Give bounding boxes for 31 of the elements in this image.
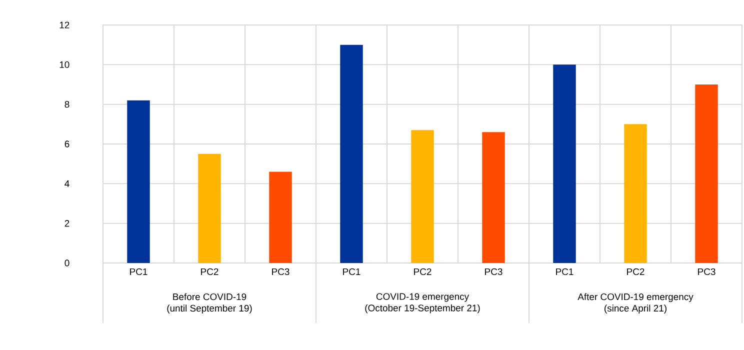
x-tick-label: PC2 [627, 268, 644, 276]
y-tick-label: 2 [64, 220, 70, 227]
y-tick-label: 4 [64, 180, 70, 187]
text: COVID-19 emergency [376, 293, 470, 302]
bar [340, 44, 363, 263]
bar [624, 124, 647, 263]
x-tick-label: PC3 [272, 268, 290, 276]
x-tick-label: PC1 [556, 268, 574, 276]
text: (since April 21) [604, 304, 666, 314]
x-tick-label: PC3 [698, 268, 716, 276]
text: After COVID-19 emergency [578, 293, 694, 302]
x-tick-label: PC2 [201, 268, 218, 276]
y-tick-label: 0 [64, 260, 70, 266]
y-tick-label: 8 [64, 100, 70, 108]
bar [695, 84, 718, 263]
text: (October 19-September 21) [365, 304, 480, 314]
bar [269, 172, 292, 263]
bar [553, 64, 576, 263]
text: (until September 19) [167, 304, 252, 314]
x-tick-label: PC3 [485, 268, 502, 276]
bar [198, 154, 221, 263]
y-tick-label: 12 [60, 22, 70, 28]
text: Before COVID-19 [173, 293, 246, 300]
x-tick-label: PC1 [343, 268, 360, 276]
x-tick-label: PC1 [130, 268, 148, 276]
bar [411, 130, 434, 263]
y-tick-label: 6 [64, 140, 70, 148]
y-tick-label: 10 [60, 61, 70, 68]
bar [127, 100, 150, 263]
x-tick-label: PC2 [414, 268, 432, 276]
bar [482, 132, 505, 263]
